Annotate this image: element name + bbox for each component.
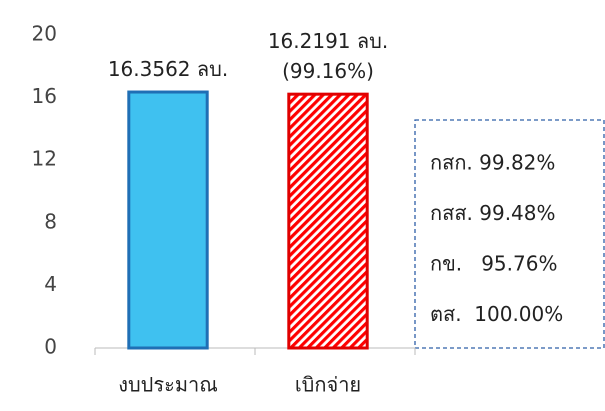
annotation-line: กสก. 99.82% bbox=[430, 151, 555, 175]
value-label: 16.2191 ลบ. (99.16%) bbox=[268, 29, 388, 83]
y-tick-label: 0 bbox=[44, 335, 57, 359]
y-tick-label: 20 bbox=[32, 22, 57, 46]
x-tick-label: เบิกจ่าย bbox=[295, 373, 361, 397]
x-tick-label: งบประมาณ bbox=[118, 373, 218, 397]
annotation-box bbox=[414, 119, 605, 349]
y-tick-label: 12 bbox=[32, 147, 57, 171]
value-label: 16.3562 ลบ. bbox=[108, 57, 228, 81]
bar bbox=[127, 90, 209, 350]
y-tick-label: 4 bbox=[44, 272, 57, 296]
value-label-line: 16.3562 ลบ. bbox=[108, 57, 228, 81]
y-tick-label: 8 bbox=[44, 209, 57, 233]
value-label-line: (99.16%) bbox=[282, 59, 374, 83]
annotation-line: กข. 95.76% bbox=[430, 252, 557, 276]
y-tick-label: 16 bbox=[32, 84, 57, 108]
annotation-line: กสส. 99.48% bbox=[430, 201, 556, 225]
value-label-line: 16.2191 ลบ. bbox=[268, 29, 388, 53]
annotation-line: ตส. 100.00% bbox=[430, 302, 563, 326]
bar bbox=[287, 92, 369, 350]
